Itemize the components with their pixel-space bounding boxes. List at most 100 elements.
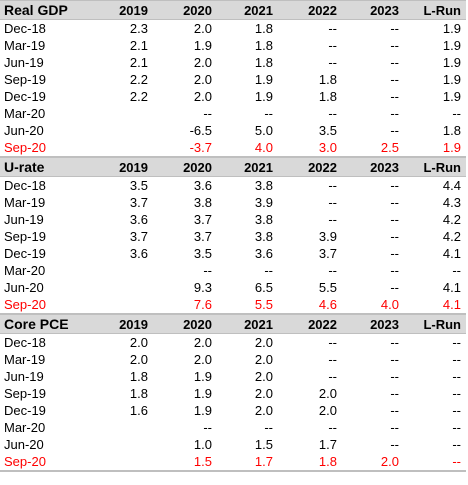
value-cell: 4.1 (442, 280, 461, 295)
projection-row: Dec-19 3.6 3.5 3.6 3.7 -- 4.1 (0, 245, 466, 262)
projection-row: Sep-19 2.2 2.0 1.9 1.8 -- 1.9 (0, 71, 466, 88)
value-cell: 3.6 (129, 212, 148, 227)
column-header: 2023 (342, 156, 404, 177)
value-cell: 2.0 (254, 403, 273, 418)
value-cell: 1.9 (193, 386, 212, 401)
value-cell: -- (452, 386, 461, 401)
value-cell: -- (452, 437, 461, 452)
value-cell: 3.9 (318, 229, 337, 244)
projection-row: Jun-20 9.3 6.5 5.5 -- 4.1 (0, 279, 466, 296)
column-header: 2021 (217, 156, 278, 177)
value-cell: 4.1 (404, 296, 466, 315)
column-header: 2023 (342, 0, 404, 20)
section-header-row: Core PCE 2019 2020 2021 2022 2023 L-Run (0, 313, 466, 334)
row-date-label: Mar-19 (4, 38, 46, 53)
value-cell: -- (264, 263, 273, 278)
value-cell: 3.5 (129, 178, 148, 193)
projection-row: Jun-20 1.0 1.5 1.7 -- -- (0, 436, 466, 453)
value-cell: -- (452, 352, 461, 367)
value-cell: 6.5 (254, 280, 273, 295)
value-cell: -- (328, 212, 337, 227)
value-cell (92, 262, 153, 279)
value-cell: 2.0 (342, 453, 404, 472)
value-cell: 3.7 (129, 229, 148, 244)
value-cell: 4.3 (442, 195, 461, 210)
row-date-label: Dec-19 (4, 246, 46, 261)
value-cell: 1.5 (153, 453, 217, 472)
value-cell: -- (390, 195, 399, 210)
column-header: 2021 (217, 0, 278, 20)
value-cell: -- (328, 21, 337, 36)
value-cell: 9.3 (193, 280, 212, 295)
value-cell: 2.0 (129, 335, 148, 350)
row-date-label: Mar-19 (4, 195, 46, 210)
value-cell: -- (390, 21, 399, 36)
section-header-row: U-rate 2019 2020 2021 2022 2023 L-Run (0, 156, 466, 177)
row-date-label: Mar-20 (4, 106, 46, 121)
value-cell: -- (264, 420, 273, 435)
value-cell: -- (203, 263, 212, 278)
value-cell (92, 105, 153, 122)
column-header: 2019 (92, 0, 153, 20)
value-cell: 3.6 (193, 178, 212, 193)
value-cell (92, 436, 153, 453)
value-cell: 1.9 (442, 89, 461, 104)
value-cell: -- (452, 263, 461, 278)
value-cell: 1.7 (217, 453, 278, 472)
value-cell: 2.0 (193, 21, 212, 36)
value-cell: 1.8 (254, 55, 273, 70)
value-cell: 1.8 (442, 123, 461, 138)
row-date-label: Sep-19 (4, 229, 46, 244)
value-cell: 2.0 (129, 352, 148, 367)
section-title: U-rate (0, 156, 92, 177)
value-cell: -- (390, 89, 399, 104)
value-cell: 2.1 (129, 55, 148, 70)
value-cell: 1.9 (442, 72, 461, 87)
value-cell: 5.5 (217, 296, 278, 315)
row-date-label: Sep-20 (0, 296, 92, 315)
value-cell: -- (390, 335, 399, 350)
value-cell: -- (328, 352, 337, 367)
value-cell: 2.0 (318, 386, 337, 401)
value-cell: 7.6 (153, 296, 217, 315)
value-cell: 1.8 (318, 72, 337, 87)
column-header: 2023 (342, 313, 404, 334)
value-cell: -- (452, 369, 461, 384)
value-cell: 3.6 (254, 246, 273, 261)
value-cell: -- (390, 38, 399, 53)
row-date-label: Mar-20 (4, 420, 46, 435)
value-cell: 1.9 (193, 369, 212, 384)
value-cell (92, 419, 153, 436)
value-cell (92, 279, 153, 296)
value-cell: -- (390, 386, 399, 401)
value-cell: -- (404, 453, 466, 472)
column-header: 2020 (153, 0, 217, 20)
section-title: Core PCE (0, 313, 92, 334)
value-cell: -- (390, 437, 399, 452)
value-cell: -- (264, 106, 273, 121)
value-cell: -- (390, 352, 399, 367)
projection-row: Dec-19 1.6 1.9 2.0 2.0 -- -- (0, 402, 466, 419)
value-cell: 3.8 (254, 178, 273, 193)
projection-row: Jun-20 -6.5 5.0 3.5 -- 1.8 (0, 122, 466, 139)
value-cell: -- (328, 335, 337, 350)
column-header: 2020 (153, 156, 217, 177)
projection-row: Mar-19 3.7 3.8 3.9 -- -- 4.3 (0, 194, 466, 211)
value-cell: 4.1 (442, 246, 461, 261)
value-cell: 4.2 (442, 229, 461, 244)
value-cell: -- (203, 420, 212, 435)
value-cell: -- (328, 178, 337, 193)
value-cell: 1.9 (442, 21, 461, 36)
value-cell: -- (390, 123, 399, 138)
projection-row: Dec-18 2.3 2.0 1.8 -- -- 1.9 (0, 20, 466, 38)
value-cell: 2.0 (254, 352, 273, 367)
projection-row: Dec-19 2.2 2.0 1.9 1.8 -- 1.9 (0, 88, 466, 105)
column-header: 2022 (278, 0, 342, 20)
value-cell: 5.5 (318, 280, 337, 295)
row-date-label: Mar-20 (4, 263, 46, 278)
value-cell: 1.0 (193, 437, 212, 452)
value-cell: 2.0 (254, 369, 273, 384)
projection-row: Mar-20 -- -- -- -- -- (0, 105, 466, 122)
value-cell: -3.7 (153, 139, 217, 158)
value-cell: 3.7 (318, 246, 337, 261)
